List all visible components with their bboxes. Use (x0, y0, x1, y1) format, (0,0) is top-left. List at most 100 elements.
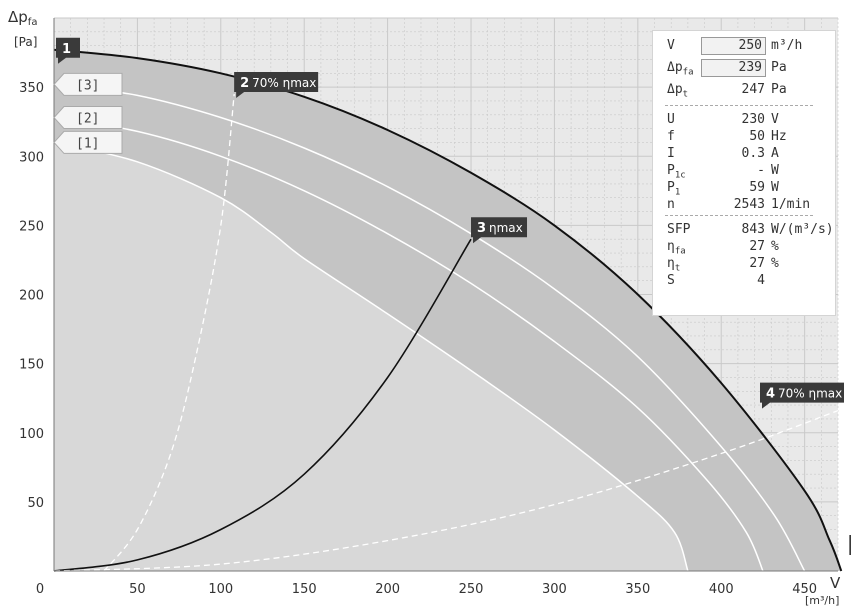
marker-flag (471, 217, 528, 244)
series-line-3 (53, 141, 689, 572)
x-tick-label: 200 (375, 582, 400, 597)
info-unit: Hz (771, 129, 787, 144)
y-axis-unit: [Pa] (14, 35, 37, 49)
x-tick-label: 50 (129, 582, 146, 597)
info-label: V (667, 37, 675, 55)
marker-label: 70% ηmax (778, 387, 842, 401)
curve-tag-label: [3] (76, 78, 99, 93)
info-value[interactable]: 250 (701, 37, 766, 55)
info-label: Δpt (667, 81, 688, 104)
info-unit: V (771, 112, 779, 127)
region-step-1 (54, 142, 688, 571)
info-label-sub: 1 (674, 187, 681, 198)
info-value: 4 (757, 273, 765, 288)
info-label-sub: t (674, 263, 681, 274)
info-label-main: U (667, 112, 675, 127)
x-tick-label: 0 (36, 582, 44, 597)
marker-4: 4 70% ηmax (760, 382, 844, 409)
curve-tag-box (53, 72, 123, 96)
marker-3: 3 ηmax (471, 217, 528, 244)
curve-tags: [3] [2] [1] (53, 72, 123, 154)
x-tick-label: 100 (208, 582, 233, 597)
info-value: 0.3 (741, 146, 765, 161)
info-unit: W (771, 180, 779, 195)
axes: 0 50 100 150 200 250 300 350 400 4505010015020025… (19, 18, 838, 597)
x-tick-label: 300 (542, 582, 567, 597)
x-tick-label: 400 (709, 582, 734, 597)
info-label: U (667, 111, 675, 129)
info-row: Δpfa 239 Pa (653, 59, 837, 78)
info-label-sub: t (682, 89, 689, 100)
y-tick-label: 50 (27, 496, 44, 511)
info-value: 27 (749, 256, 765, 271)
info-label-sub: fa (674, 246, 686, 257)
info-label-sub: fa (682, 67, 694, 78)
series-line-0 (53, 48, 843, 572)
info-row: P1 59 W (653, 179, 837, 198)
info-value[interactable]: 239 (701, 59, 766, 77)
info-label: f (667, 128, 675, 146)
x-axis-unit: [m³/h] (805, 594, 839, 607)
info-value: 2543 (733, 197, 765, 212)
marker-number: 3 (477, 221, 486, 236)
curve-tag-box (53, 106, 123, 130)
info-row: P1c - W (653, 162, 837, 181)
info-label-main: P (667, 163, 675, 178)
info-label-main: η (667, 239, 675, 254)
info-unit: Pa (771, 82, 787, 97)
marker-label: 70% ηmax (252, 76, 316, 90)
operating-regions (54, 49, 842, 572)
marker-flag (760, 382, 844, 409)
info-label-main: Δp (667, 60, 683, 75)
curve-tag-label: [2] (76, 112, 99, 127)
info-label: I (667, 145, 675, 163)
info-unit: Pa (771, 60, 787, 75)
info-label: P1c (667, 162, 686, 185)
x-tick-label: 350 (625, 582, 650, 597)
info-row: ηt 27% (653, 255, 837, 274)
curve-tag-1: [2] (53, 106, 123, 130)
info-value: 230 (741, 112, 765, 127)
info-unit: A (771, 146, 779, 161)
info-label-main: S (667, 273, 675, 288)
info-label: SFP (667, 221, 690, 239)
info-label-main: Δp (667, 82, 683, 97)
info-label-main: SFP (667, 222, 691, 237)
info-unit: 1/min (771, 197, 811, 212)
info-unit: W (771, 163, 779, 178)
info-separator (665, 105, 813, 106)
marker-flag (56, 37, 80, 64)
marker-flag (234, 72, 319, 99)
info-unit: % (771, 239, 779, 254)
info-row: SFP 843 W/(m³/s) (653, 221, 837, 239)
info-row: U 230 V (653, 111, 837, 129)
y-tick-label: 200 (19, 289, 44, 304)
info-value: 50 (749, 129, 765, 144)
info-label-main: f (667, 129, 675, 144)
info-separator (665, 215, 813, 216)
info-label: ηt (667, 255, 680, 278)
info-value: 247 (741, 82, 765, 97)
info-label: ηfa (667, 238, 686, 261)
curve-tag-0: [3] (53, 72, 123, 96)
marker-number: 4 (766, 387, 775, 402)
x-tick-label: 150 (292, 582, 317, 597)
info-row: ηfa 27% (653, 238, 837, 257)
info-row: I 0.3 A (653, 145, 837, 163)
y-tick-label: 350 (19, 81, 44, 96)
info-row: f 50 Hz (653, 128, 837, 146)
y-tick-label: 300 (19, 150, 44, 165)
info-label: S (667, 272, 675, 290)
y-axis-label: Δpfa (8, 8, 37, 28)
curve-tag-2: [1] (53, 130, 123, 154)
info-label-main: V (667, 38, 675, 53)
curve-tag-label: [1] (76, 136, 99, 151)
series-line-4 (103, 93, 235, 572)
info-label: Δpfa (667, 59, 694, 82)
curve-tag-box (53, 130, 123, 154)
info-label-main: η (667, 256, 675, 271)
info-value: 59 (749, 180, 765, 195)
info-value: 843 (741, 222, 765, 237)
info-row: Δpt 247 Pa (653, 81, 837, 100)
